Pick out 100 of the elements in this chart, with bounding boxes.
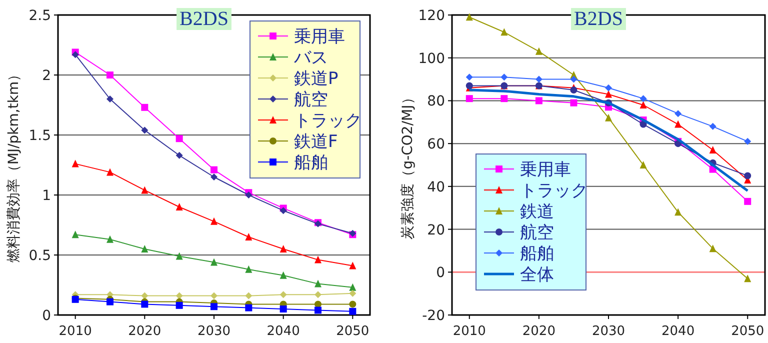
point: [106, 96, 114, 102]
point: [210, 166, 218, 174]
point: [176, 302, 183, 309]
y-tick-label: 40: [427, 179, 445, 196]
y-tick-label: 100: [418, 50, 445, 67]
point: [744, 138, 752, 145]
point: [349, 300, 356, 308]
legend-label: バス: [293, 48, 328, 68]
point: [535, 76, 542, 83]
point: [466, 74, 473, 81]
chart-title: B2DS: [180, 8, 228, 30]
point: [349, 290, 356, 297]
y-tick-label: -20: [422, 308, 445, 324]
point: [245, 233, 252, 240]
point: [141, 126, 148, 134]
y-axis-title: 炭素強度（g-CO2/MJ）: [400, 90, 416, 240]
point: [674, 208, 682, 216]
point: [245, 292, 252, 300]
legend-label: 乗用車: [520, 160, 571, 180]
point: [72, 230, 79, 238]
point: [141, 292, 148, 300]
y-tick-label: 1: [42, 188, 51, 204]
legend-label: 鉄道P: [294, 69, 338, 89]
point: [500, 95, 508, 102]
point: [314, 306, 322, 314]
point: [280, 306, 287, 312]
y-tick-label: 2.5: [28, 8, 51, 24]
point: [535, 97, 542, 104]
chart-title: B2DS: [574, 8, 623, 30]
point: [141, 186, 148, 194]
legend-label: 全体: [520, 265, 554, 285]
point: [141, 245, 148, 252]
point: [106, 298, 114, 306]
point: [106, 168, 114, 176]
point: [210, 174, 218, 180]
point: [210, 217, 218, 225]
point: [349, 308, 356, 315]
point: [72, 160, 79, 168]
y-tick-label: 2: [42, 68, 51, 84]
point: [640, 161, 647, 168]
point: [314, 256, 322, 264]
point: [280, 245, 287, 252]
point: [535, 47, 542, 55]
point: [210, 292, 218, 300]
legend-label: トラック: [294, 111, 362, 131]
point: [570, 99, 578, 106]
y-axis-title: 燃料消費効率（MJ/pkm,tkm）: [6, 67, 22, 263]
point: [744, 198, 752, 205]
point: [280, 271, 287, 279]
x-tick-label: 2020: [522, 324, 556, 339]
point: [210, 303, 218, 310]
point: [674, 110, 682, 118]
x-tick-label: 2030: [197, 324, 231, 339]
legend-label: 航空: [520, 223, 554, 243]
point: [176, 203, 183, 210]
point: [744, 274, 752, 282]
y-tick-label: 80: [427, 94, 445, 110]
x-tick-label: 2050: [336, 324, 370, 339]
y-tick-label: 0: [436, 265, 445, 282]
legend-label: 乗用車: [294, 27, 345, 47]
x-tick-label: 2010: [58, 324, 92, 339]
x-tick-label: 2030: [592, 324, 626, 339]
point: [210, 258, 218, 266]
point: [709, 244, 716, 252]
point: [466, 13, 473, 21]
point: [141, 300, 148, 308]
point: [72, 51, 79, 58]
point: [106, 235, 114, 243]
point: [314, 291, 322, 298]
legend-label: 航空: [294, 90, 328, 110]
x-tick-label: 2010: [452, 324, 486, 339]
y-tick-label: 1.5: [28, 128, 51, 144]
point: [176, 135, 183, 142]
point: [280, 207, 287, 214]
point: [605, 90, 612, 98]
point: [605, 84, 612, 92]
y-tick-label: 20: [427, 222, 445, 238]
point: [141, 104, 148, 111]
point: [349, 262, 356, 270]
point: [176, 252, 183, 260]
point: [245, 265, 252, 273]
point: [176, 292, 183, 300]
legend-label: 船舶: [520, 244, 554, 264]
point: [640, 101, 647, 108]
x-tick-label: 2040: [662, 324, 695, 339]
point: [709, 122, 716, 130]
point: [106, 72, 114, 78]
point: [245, 304, 252, 312]
point: [640, 120, 647, 128]
point: [709, 146, 716, 154]
point: [605, 114, 612, 122]
x-tick-label: 2040: [266, 324, 300, 339]
y-tick-label: 120: [418, 8, 445, 24]
point: [349, 283, 356, 291]
point: [674, 120, 682, 128]
point: [570, 86, 578, 94]
point: [640, 95, 647, 102]
point: [314, 300, 322, 308]
y-tick-label: 60: [427, 136, 445, 153]
x-tick-label: 2050: [731, 324, 764, 339]
